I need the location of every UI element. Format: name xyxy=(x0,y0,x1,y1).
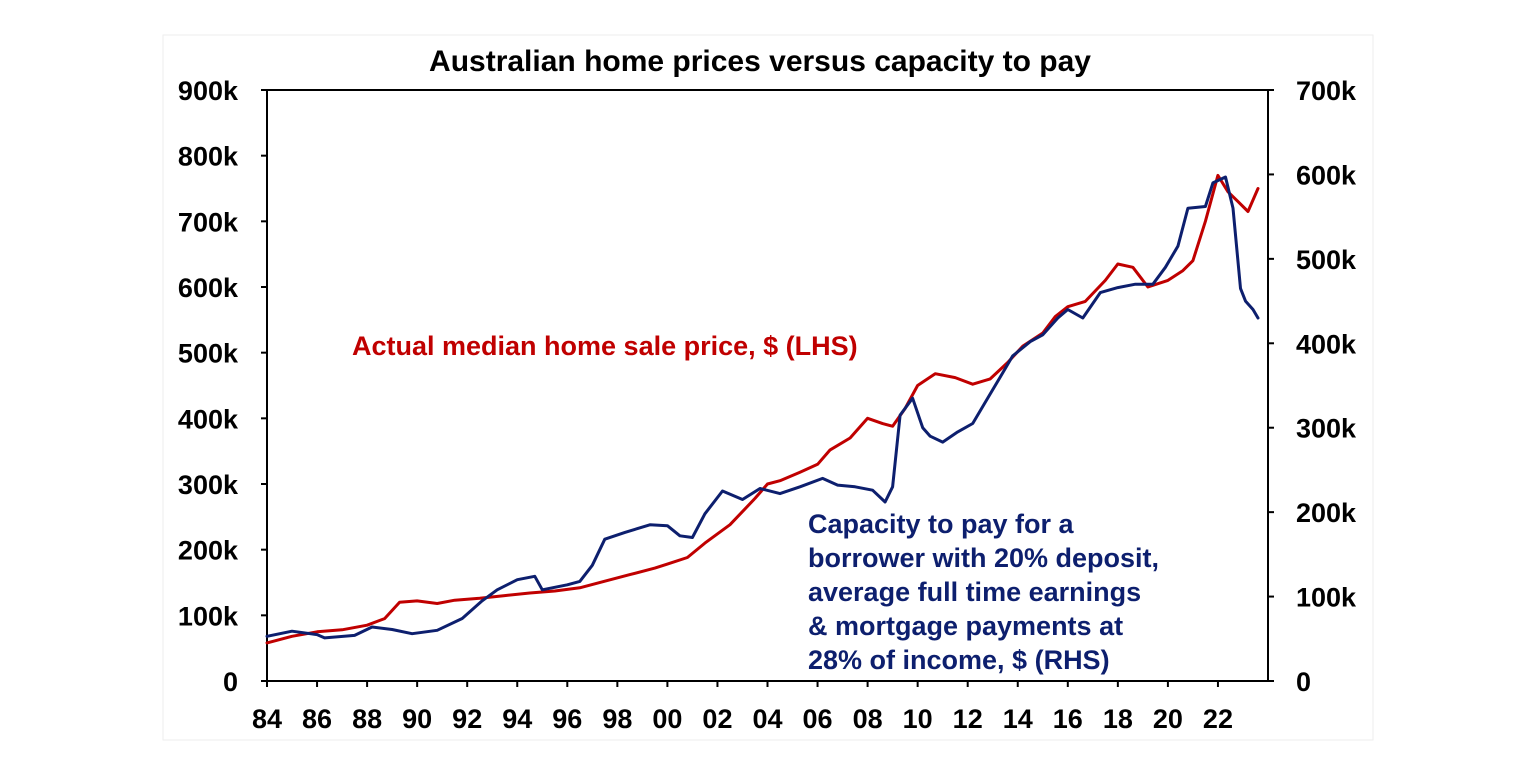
x-tick-label: 08 xyxy=(853,704,883,734)
left-axis-ticks: 0 100k 200k 300k 400k 500k 600k 700k 800k 900k xyxy=(178,76,267,697)
x-tick-label: 18 xyxy=(1103,704,1133,734)
x-tick-label: 10 xyxy=(903,704,933,734)
right-tick-label: 200k xyxy=(1296,498,1357,528)
x-axis-ticks: 84 86 88 90 92 94 96 98 00 02 04 06 08 10 12 14 16 18 20 22 xyxy=(252,681,1233,734)
left-tick-label: 600k xyxy=(178,273,239,303)
right-tick-label: 300k xyxy=(1296,414,1357,444)
chart-title: Australian home prices versus capacity t… xyxy=(429,45,1091,78)
right-tick-label: 0 xyxy=(1296,667,1311,697)
x-tick-label: 98 xyxy=(602,704,632,734)
x-tick-label: 84 xyxy=(252,704,282,734)
x-tick-label: 02 xyxy=(702,704,732,734)
right-tick-label: 100k xyxy=(1296,583,1357,613)
x-tick-label: 22 xyxy=(1203,704,1233,734)
left-tick-label: 900k xyxy=(178,76,239,106)
right-tick-label: 500k xyxy=(1296,245,1357,275)
capacity-label-line-4: & mortgage payments at xyxy=(808,611,1123,641)
left-tick-label: 100k xyxy=(178,601,239,631)
x-tick-label: 04 xyxy=(752,704,782,734)
left-tick-label: 700k xyxy=(178,207,239,237)
x-tick-label: 90 xyxy=(402,704,432,734)
series-line-capacity xyxy=(265,175,1260,640)
left-tick-label: 200k xyxy=(178,536,239,566)
left-tick-label: 0 xyxy=(223,667,238,697)
x-tick-label: 06 xyxy=(803,704,833,734)
capacity-label-line-5: 28% of income, $ (RHS) xyxy=(808,645,1110,675)
left-tick-label: 800k xyxy=(178,142,239,172)
capacity-series-label: Capacity to pay for a borrower with 20% … xyxy=(808,509,1167,675)
x-tick-label: 12 xyxy=(953,704,983,734)
capacity-label-line-2: borrower with 20% deposit, xyxy=(808,543,1159,573)
x-tick-label: 88 xyxy=(352,704,382,734)
left-tick-label: 300k xyxy=(178,470,239,500)
chart-background xyxy=(162,34,1374,741)
x-tick-label: 00 xyxy=(652,704,682,734)
right-axis-ticks: 0 100k 200k 300k 400k 500k 600k 700k xyxy=(1268,76,1357,697)
left-tick-label: 500k xyxy=(178,339,239,369)
price-series-label: Actual median home sale price, $ (LHS) xyxy=(352,331,858,361)
x-tick-label: 16 xyxy=(1053,704,1083,734)
left-tick-label: 400k xyxy=(178,404,239,434)
x-tick-label: 86 xyxy=(302,704,332,734)
right-tick-label: 700k xyxy=(1296,76,1357,106)
x-tick-label: 96 xyxy=(552,704,582,734)
x-tick-label: 92 xyxy=(452,704,482,734)
right-tick-label: 400k xyxy=(1296,329,1357,359)
x-tick-label: 14 xyxy=(1003,704,1033,734)
capacity-label-line-3: average full time earnings xyxy=(808,577,1141,607)
capacity-label-line-1: Capacity to pay for a xyxy=(808,509,1075,539)
x-tick-label: 20 xyxy=(1153,704,1183,734)
x-tick-label: 94 xyxy=(502,704,532,734)
right-tick-label: 600k xyxy=(1296,160,1357,190)
